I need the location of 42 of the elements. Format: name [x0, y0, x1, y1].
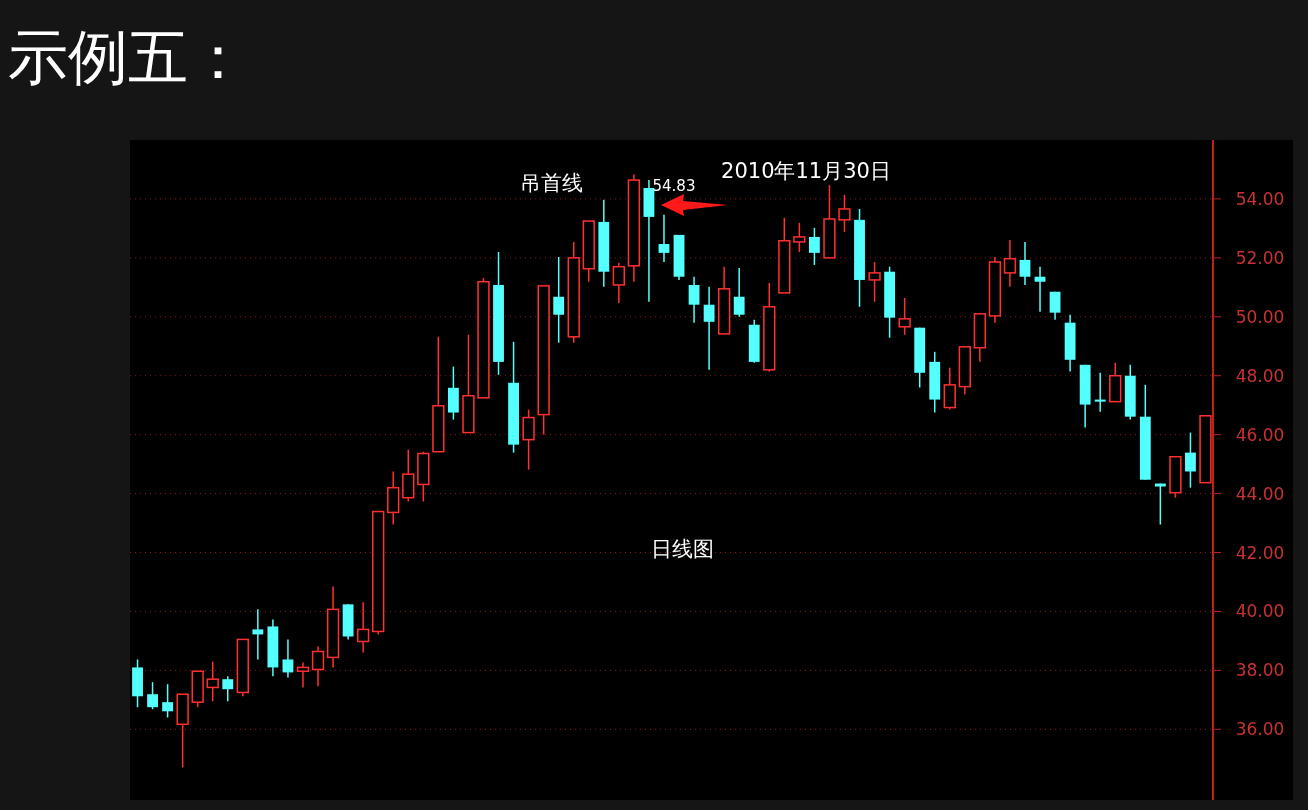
annotation: 吊首线: [519, 171, 583, 195]
candlestick: [1154, 482, 1166, 526]
candlestick: [703, 285, 715, 371]
y-tick-label: 52.00: [1235, 247, 1285, 268]
y-tick-label: 44.00: [1235, 483, 1285, 504]
candlestick: [627, 173, 641, 283]
candlestick: [553, 256, 565, 344]
candlestick: [282, 638, 294, 679]
candlestick: [808, 227, 820, 266]
y-tick-label: 40.00: [1235, 601, 1285, 622]
candlestick: [1049, 290, 1061, 321]
candlestick: [688, 275, 700, 324]
y-tick-label: 50.00: [1235, 306, 1285, 327]
candlestick: [1003, 239, 1017, 288]
candlestick: [1185, 431, 1196, 489]
candlestick: [356, 601, 370, 654]
annotation: 日线图: [650, 537, 714, 561]
chart-title: 示例五：: [8, 22, 248, 92]
annotation: 2010年11月30日: [721, 159, 891, 183]
annotation: 54.83: [652, 177, 696, 195]
candlestick: [387, 470, 400, 526]
candlestick: [658, 214, 670, 263]
candlestick: [1019, 241, 1031, 286]
y-tick-label: 54.00: [1235, 188, 1285, 209]
candlestick: [162, 683, 174, 719]
candlestick: [296, 661, 310, 689]
candlestick: [326, 585, 340, 669]
y-tick-label: 46.00: [1235, 424, 1285, 445]
candlestick: [943, 367, 956, 411]
candlestick: [733, 267, 745, 318]
candlestick: [222, 675, 234, 703]
candlestick: [147, 681, 158, 710]
candlestick: [252, 608, 264, 661]
y-tick-label: 42.00: [1235, 542, 1285, 563]
y-tick-label: 48.00: [1235, 365, 1285, 386]
y-tick-label: 36.00: [1235, 719, 1285, 740]
candlestick: [311, 645, 325, 688]
candlestick: [612, 262, 626, 304]
y-tick-label: 38.00: [1235, 660, 1285, 681]
candlestick: [988, 256, 1002, 324]
candlestick: [1034, 265, 1046, 313]
candlestick: [1094, 372, 1106, 413]
